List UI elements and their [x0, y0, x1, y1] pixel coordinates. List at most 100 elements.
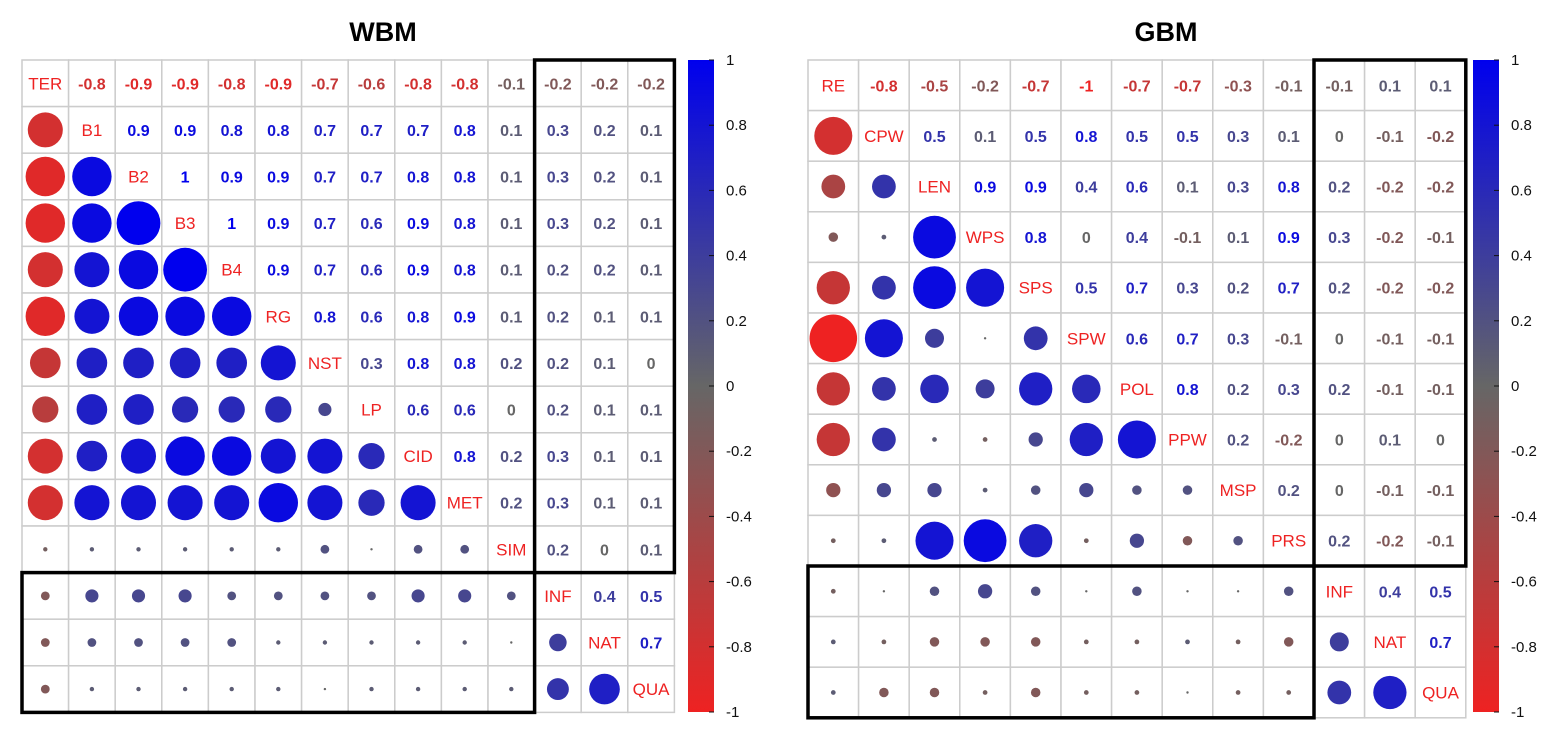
variable-label: NAT [588, 634, 621, 653]
correlation-circle [370, 548, 373, 551]
grid-cell [580, 105, 629, 154]
grid-cell [440, 432, 489, 481]
correlation-value: 0.7 [360, 170, 382, 187]
correlation-circle [982, 487, 988, 493]
correlation-value: 0.5 [923, 129, 945, 146]
correlation-value: 0.1 [974, 129, 996, 146]
correlation-circle [131, 589, 146, 603]
correlation-circle [814, 116, 853, 155]
correlation-value: 0 [647, 356, 656, 373]
correlation-circle [182, 547, 188, 552]
correlation-circle [458, 589, 472, 603]
variable-label: PPW [1168, 431, 1207, 450]
grid-cell [627, 338, 676, 387]
grid-cell [114, 105, 163, 154]
correlation-circle [460, 544, 470, 554]
correlation-value: 0 [1335, 483, 1344, 500]
grid-cell [959, 211, 1012, 264]
correlation-circle [1236, 590, 1240, 593]
grid-cell [1363, 464, 1416, 517]
highlight-box-lower [20, 570, 537, 715]
correlation-circle [929, 687, 940, 698]
correlation-value: 0.7 [407, 123, 429, 140]
colorbar-tick-label: 0.4 [1511, 248, 1532, 265]
correlation-circle [40, 638, 50, 647]
correlation-circle [229, 686, 234, 692]
correlation-value: 0.1 [640, 170, 662, 187]
correlation-circle [118, 296, 159, 337]
colorbar-tick-label: -0.2 [1511, 443, 1537, 460]
correlation-circle [882, 590, 886, 593]
correlation-value: 0.2 [1328, 180, 1350, 197]
correlation-value: 0.7 [314, 216, 336, 233]
correlation-circle [227, 591, 237, 601]
correlation-value: 0.1 [640, 263, 662, 280]
correlation-value: 0.2 [547, 263, 569, 280]
correlation-value: 0.6 [1126, 180, 1148, 197]
correlation-circle [929, 637, 940, 647]
correlation-circle [1283, 637, 1294, 647]
correlation-value: 0.9 [267, 216, 289, 233]
grid-cell [487, 618, 536, 667]
correlation-value: -0.1 [1427, 483, 1455, 500]
grid-cell [347, 59, 396, 108]
correlation-value: 0.5 [1025, 129, 1047, 146]
colorbar-tick-label: 0.6 [726, 182, 747, 199]
correlation-value: 0.2 [1328, 382, 1350, 399]
correlation-value: 0.1 [640, 542, 662, 559]
correlation-circle [25, 156, 66, 197]
grid-cell [1262, 160, 1315, 213]
correlation-circle [549, 633, 567, 652]
correlation-value: 0.6 [360, 263, 382, 280]
correlation-circle [27, 252, 63, 288]
correlation-value: 0.2 [1227, 382, 1249, 399]
correlation-value: 0.8 [221, 123, 243, 140]
grid-cell [533, 199, 582, 248]
correlation-circle [276, 547, 281, 552]
correlation-value: 0.1 [1176, 180, 1198, 197]
correlation-value: 0.6 [407, 403, 429, 420]
panel-wbm: WBM TER -0.8 -0.9 -0.9 -0.8 -0.9 -0.7 -0.6 -0.8 -0… [20, 17, 752, 721]
grid-cell [533, 245, 582, 294]
correlation-value: 0.5 [1176, 129, 1198, 146]
correlation-circle [123, 347, 154, 379]
variable-label: RE [821, 76, 845, 95]
grid-cell [908, 109, 961, 162]
correlation-value: 0.1 [500, 263, 522, 280]
colorbar-tick-label: -1 [726, 704, 739, 721]
grid-cell [580, 245, 629, 294]
correlation-value: -1 [1079, 78, 1093, 95]
correlation-value: 0.6 [1126, 331, 1148, 348]
grid-cell [1262, 59, 1315, 112]
correlation-value: 0.7 [1278, 281, 1300, 298]
correlation-circle [1030, 586, 1041, 597]
correlation-circle [589, 673, 620, 705]
correlation-circle [1129, 533, 1145, 548]
grid-cell [1212, 109, 1265, 162]
correlation-circle [1028, 432, 1043, 447]
grid-cell [627, 618, 676, 667]
correlation-value: 0.5 [1075, 281, 1097, 298]
correlation-circle [260, 438, 296, 474]
correlation-value: -0.1 [498, 76, 526, 93]
correlation-circle [915, 521, 954, 560]
correlation-value: 0 [1436, 433, 1445, 450]
correlation-circle [116, 201, 161, 246]
correlation-value: -0.2 [1427, 180, 1455, 197]
correlation-circle [216, 347, 248, 379]
grid-cell [627, 152, 676, 201]
correlation-value: 0 [1082, 230, 1091, 247]
grid-cell [1363, 362, 1416, 415]
correlation-value: 0.2 [593, 263, 615, 280]
correlation-value: 0.3 [547, 496, 569, 513]
grid-cell [1313, 312, 1366, 365]
correlation-value: 0.2 [1278, 483, 1300, 500]
correlation-value: 0.2 [500, 449, 522, 466]
correlation-circle [180, 638, 190, 647]
grid-cell [1262, 109, 1315, 162]
correlation-circle [1083, 690, 1089, 695]
correlation-circle [367, 591, 376, 601]
grid-cell [1161, 211, 1214, 264]
correlation-value: 0.2 [547, 403, 569, 420]
